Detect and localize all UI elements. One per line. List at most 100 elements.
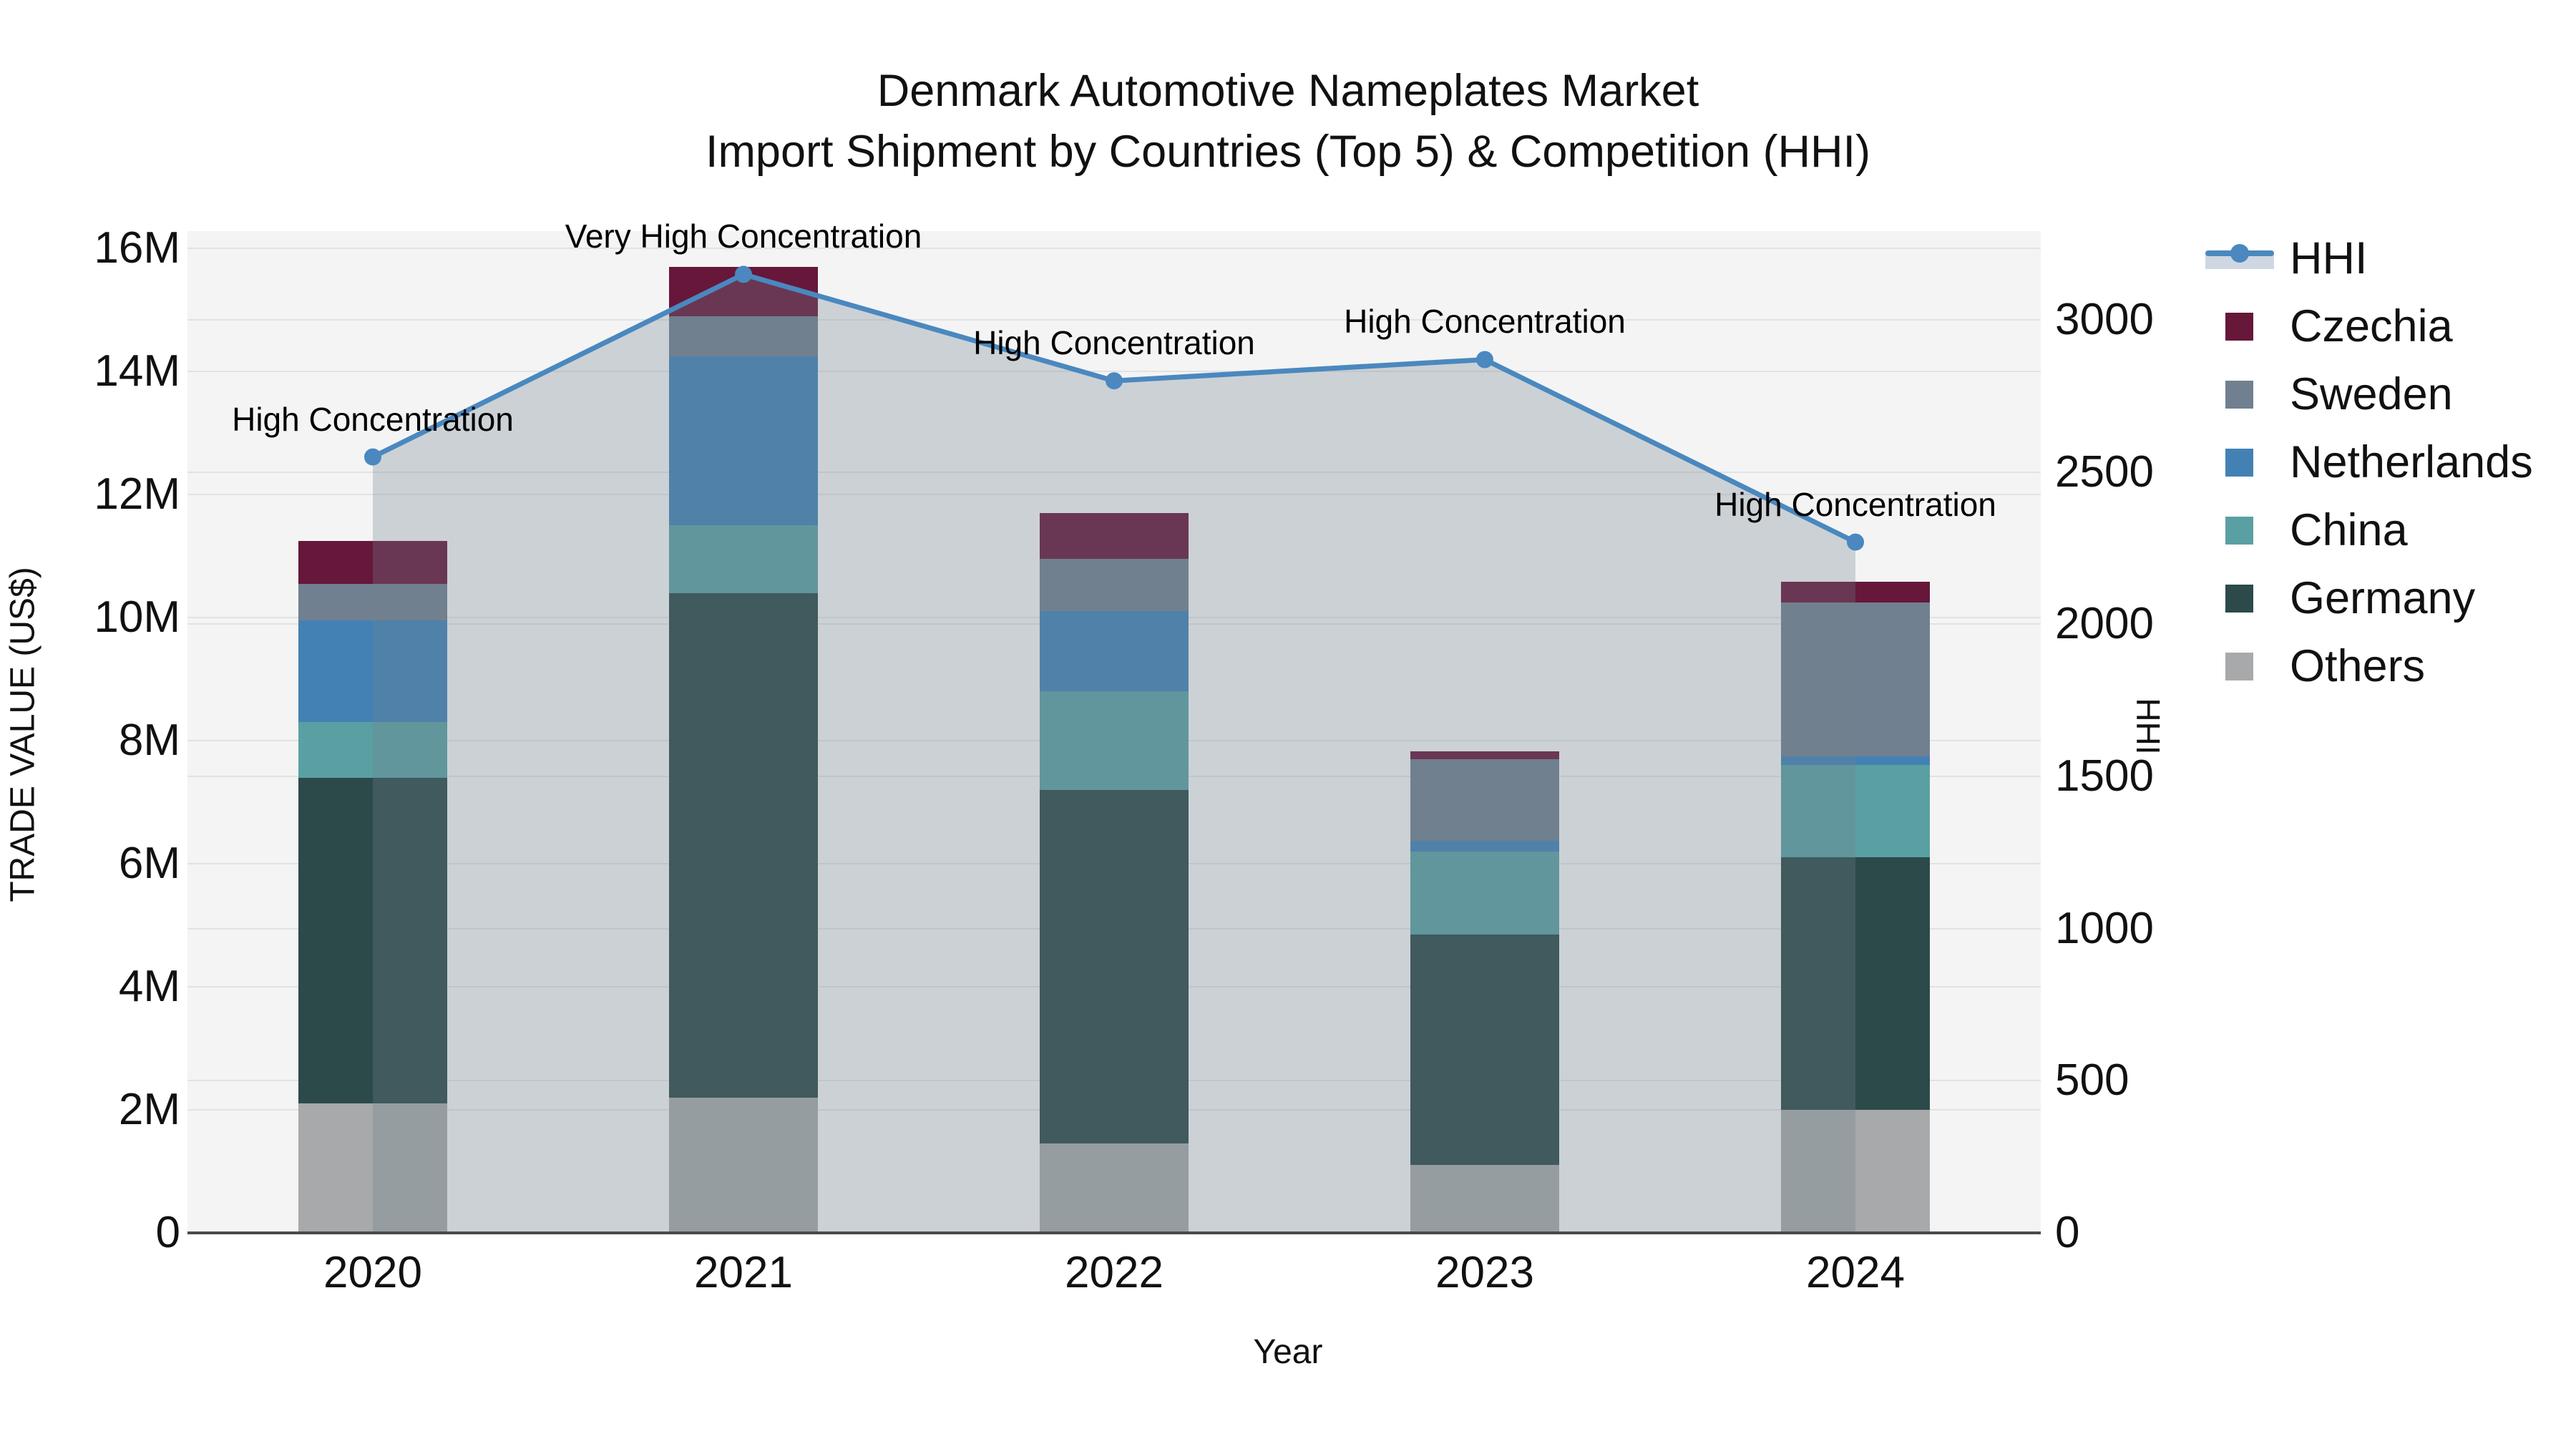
china-color-swatch [2225, 517, 2253, 545]
hhi-line-layer [364, 265, 1864, 1233]
hhi-point-2020[interactable] [364, 448, 381, 466]
others-swatch-icon [2205, 633, 2274, 701]
bar-segment-others-2023[interactable] [1410, 1165, 1559, 1233]
left-tick-12M: 12M [94, 469, 180, 519]
bar-segment-czechia-2023[interactable] [1410, 751, 1559, 759]
gridline-left-12M [187, 494, 2041, 496]
bar-segment-netherlands-2023[interactable] [1410, 841, 1559, 852]
legend-label-sweden: Sweden [2290, 369, 2453, 419]
germany-swatch-icon [2205, 565, 2274, 633]
bar-segment-germany-2020[interactable] [298, 777, 447, 1104]
annotation-2020: High Concentration [232, 400, 514, 438]
legend-item-germany[interactable]: Germany [2205, 565, 2570, 633]
left-tick-8M: 8M [118, 716, 180, 766]
bar-segment-germany-2023[interactable] [1410, 934, 1559, 1166]
left-tick-2M: 2M [118, 1085, 180, 1134]
bar-segment-netherlands-2022[interactable] [1040, 611, 1189, 692]
bar-segment-china-2022[interactable] [1040, 691, 1189, 790]
legend-label-czechia: Czechia [2290, 301, 2453, 351]
gridline-left-14M [187, 371, 2041, 373]
plot-area[interactable] [187, 231, 2041, 1233]
hhi-area-fill [373, 274, 1855, 1233]
legend-item-czechia[interactable]: Czechia [2205, 293, 2570, 361]
hhi-marker-icon [2230, 244, 2249, 263]
netherlands-color-swatch [2225, 449, 2253, 477]
sweden-swatch-icon [2205, 361, 2274, 429]
x-tick-2020: 2020 [323, 1248, 422, 1297]
netherlands-swatch-icon [2205, 429, 2274, 497]
annotation-2024: High Concentration [1714, 485, 1996, 523]
left-tick-6M: 6M [118, 839, 180, 889]
left-tick-16M: 16M [94, 223, 180, 273]
annotation-2022: High Concentration [973, 324, 1255, 362]
annotation-2023: High Concentration [1344, 303, 1626, 341]
bar-segment-czechia-2020[interactable] [298, 540, 447, 584]
bar-segment-sweden-2022[interactable] [1040, 559, 1189, 612]
x-tick-2024: 2024 [1806, 1248, 1905, 1297]
bar-segment-netherlands-2020[interactable] [298, 620, 447, 723]
bar-segment-czechia-2024[interactable] [1781, 582, 1930, 602]
left-tick-4M: 4M [118, 962, 180, 1012]
bar-segment-germany-2024[interactable] [1781, 857, 1930, 1111]
china-swatch-icon [2205, 497, 2274, 565]
bar-segment-others-2021[interactable] [669, 1097, 818, 1233]
others-color-swatch [2225, 653, 2253, 680]
bar-segment-germany-2022[interactable] [1040, 789, 1189, 1144]
bar-segment-china-2020[interactable] [298, 722, 447, 778]
hhi-line-legend-icon [2205, 225, 2274, 293]
right-tick-1500: 1500 [2055, 751, 2154, 801]
bar-segment-china-2023[interactable] [1410, 851, 1559, 935]
legend-label-netherlands: Netherlands [2290, 437, 2533, 487]
right-axis-title: HHI [2129, 698, 2167, 755]
legend-label-germany: Germany [2290, 573, 2476, 623]
gridline-right-2500 [187, 471, 2041, 473]
bar-segment-others-2022[interactable] [1040, 1143, 1189, 1233]
bar-segment-sweden-2020[interactable] [298, 583, 447, 621]
x-axis-title: Year [1253, 1333, 1323, 1371]
bar-segment-germany-2021[interactable] [669, 592, 818, 1098]
bar-segment-netherlands-2024[interactable] [1781, 756, 1930, 766]
chart-title-line1: Denmark Automotive Nameplates Market [877, 66, 1699, 116]
bar-segment-china-2024[interactable] [1781, 765, 1930, 858]
left-tick-14M: 14M [94, 346, 180, 396]
czechia-color-swatch [2225, 313, 2253, 341]
right-tick-2500: 2500 [2055, 447, 2154, 497]
bar-segment-others-2020[interactable] [298, 1103, 447, 1233]
legend-item-hhi[interactable]: HHI [2205, 225, 2570, 293]
hhi-point-2024[interactable] [1847, 533, 1864, 551]
czechia-swatch-icon [2205, 293, 2274, 361]
x-tick-2023: 2023 [1435, 1248, 1534, 1297]
legend-item-netherlands[interactable]: Netherlands [2205, 429, 2570, 497]
legend-label-hhi: HHI [2290, 233, 2368, 283]
bar-segment-china-2021[interactable] [669, 525, 818, 593]
bar-segment-sweden-2023[interactable] [1410, 758, 1559, 841]
left-tick-0: 0 [155, 1208, 180, 1257]
legend-item-others[interactable]: Others [2205, 633, 2570, 701]
bar-segment-netherlands-2021[interactable] [669, 356, 818, 526]
right-tick-2000: 2000 [2055, 599, 2154, 649]
gridline-right-3000 [187, 319, 2041, 321]
hhi-point-2021[interactable] [735, 265, 752, 283]
annotation-2021: Very High Concentration [565, 218, 922, 255]
bar-segment-czechia-2022[interactable] [1040, 512, 1189, 560]
left-axis-title: TRADE VALUE (US$) [4, 567, 42, 902]
right-tick-500: 500 [2055, 1055, 2129, 1106]
bar-segment-sweden-2021[interactable] [669, 316, 818, 356]
left-tick-10M: 10M [94, 592, 180, 643]
legend-label-china: China [2290, 505, 2408, 555]
bar-segment-others-2024[interactable] [1781, 1110, 1930, 1233]
chart-title-line2: Import Shipment by Countries (Top 5) & C… [705, 127, 1871, 177]
legend-item-china[interactable]: China [2205, 497, 2570, 565]
hhi-point-2022[interactable] [1106, 372, 1123, 390]
right-tick-3000: 3000 [2055, 295, 2154, 345]
x-tick-2022: 2022 [1065, 1248, 1163, 1297]
hhi-point-2023[interactable] [1476, 351, 1493, 369]
gridline-left-16M [187, 248, 2041, 250]
legend-label-others: Others [2290, 641, 2426, 691]
sweden-color-swatch [2225, 381, 2253, 409]
germany-color-swatch [2225, 585, 2253, 613]
bar-segment-sweden-2024[interactable] [1781, 602, 1930, 756]
legend: HHI Czechia Sweden Netherlands China Germany O… [2205, 225, 2570, 701]
legend-item-sweden[interactable]: Sweden [2205, 361, 2570, 429]
